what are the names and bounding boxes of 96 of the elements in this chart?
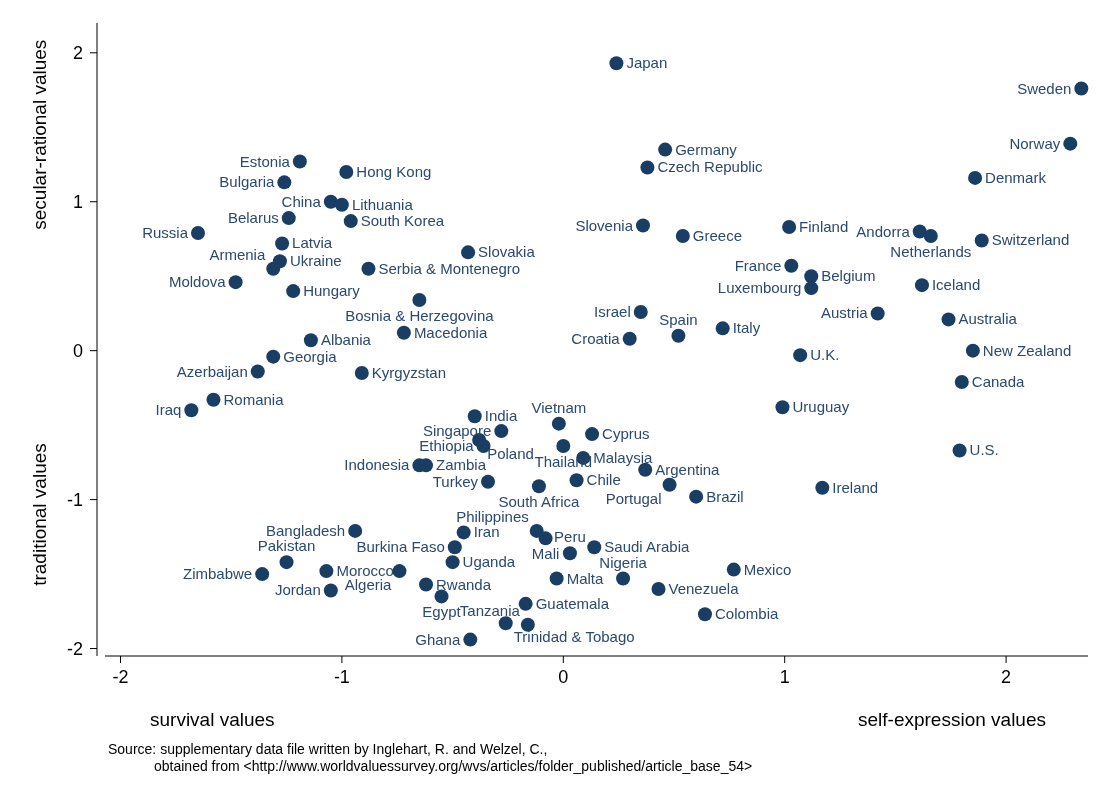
annotation: Australia [958, 310, 1018, 328]
annotation: Mali [531, 545, 560, 563]
annotation: Ghana [415, 630, 461, 648]
annotation: Rwanda [436, 575, 492, 593]
annotation: Iraq [155, 401, 182, 419]
annotation: Trinidad & Tobago [513, 628, 635, 646]
annotation: Hungary [303, 282, 361, 300]
annotation: Ireland [832, 478, 879, 496]
annotation: Slovenia [575, 216, 634, 234]
y-tick-label: 1 [72, 191, 83, 212]
annotation: Turkey [432, 472, 479, 490]
annotation: India [484, 407, 518, 425]
annotation: Hong Kong [356, 162, 432, 180]
annotation: Slovakia [478, 243, 536, 261]
annotation: Estonia [239, 152, 291, 170]
annotation: Austria [820, 304, 869, 322]
annotation: Russia [142, 224, 189, 242]
annotation: Kyrgyzstan [371, 364, 447, 382]
annotation: Bangladesh [265, 521, 346, 539]
x-tick-label: -2 [112, 667, 129, 687]
annotation: Nigeria [599, 553, 648, 571]
annotation: Japan [626, 54, 668, 72]
y-tick-label: -1 [66, 489, 83, 510]
y-tick-label: 2 [72, 42, 83, 63]
annotation: Italy [732, 319, 761, 337]
annotation: Finland [799, 218, 849, 236]
annotation: Andorra [856, 222, 911, 240]
annotation: Cyprus [602, 425, 650, 443]
annotation: Bulgaria [219, 173, 275, 191]
annotation: Armenia [209, 245, 266, 263]
x-tick-label: 1 [779, 667, 790, 687]
x-tick-label: -1 [333, 667, 350, 687]
annotation: Zambia [436, 456, 487, 474]
annotation: Venezuela [668, 579, 740, 597]
annotation: Jordan [274, 581, 321, 599]
annotation: China [281, 192, 322, 210]
text: traditional values [29, 443, 50, 586]
annotation: Belgium [821, 267, 876, 285]
annotation: Serbia & Montenegro [378, 259, 521, 277]
annotation: Switzerland [991, 231, 1070, 249]
annotation: Germany [675, 140, 738, 158]
text: survival values [150, 709, 275, 730]
annotation: France [734, 256, 782, 274]
annotation: Azerbaijan [176, 362, 248, 380]
annotation: Norway [1009, 134, 1061, 152]
annotation: Mexico [743, 560, 792, 578]
annotation: Uganda [462, 553, 516, 571]
annotation: Denmark [985, 168, 1047, 186]
annotation: Poland [487, 445, 534, 463]
annotation: Colombia [714, 605, 779, 623]
text: obtained from <http://www.worldvaluessurvey.org/wvs/articles/folder_published/article_base_54> [154, 758, 753, 774]
annotation: Czech Republic [657, 158, 763, 176]
annotation: Canada [971, 372, 1026, 390]
annotation: Peru [554, 528, 586, 546]
annotation: Chile [586, 471, 621, 489]
annotation: Georgia [283, 347, 338, 365]
x-tick-label: 0 [558, 667, 569, 687]
annotation: Luxembourg [717, 279, 802, 297]
y-tick-label: -2 [66, 638, 83, 659]
text: self-expression values [858, 709, 1046, 730]
annotation: Netherlands [890, 242, 972, 260]
annotation: Brazil [706, 487, 744, 505]
annotation: Greece [692, 226, 743, 244]
annotation: Sweden [1017, 79, 1072, 97]
annotation: Moldova [168, 273, 227, 291]
annotation: Uruguay [792, 398, 850, 416]
annotation: Guatemala [535, 594, 610, 612]
annotation: Israel [594, 302, 631, 320]
annotation: Argentina [655, 460, 721, 478]
annotation: Albania [320, 331, 372, 349]
source-note: Source: supplementary data file written by Inglehart, R. and Welzel, C., [108, 741, 548, 757]
annotation: Romania [223, 390, 285, 408]
annotation: South Korea [360, 212, 445, 230]
annotation: Iceland [931, 276, 981, 294]
annotation: Croatia [571, 329, 621, 347]
x-tick-label: 2 [1001, 667, 1012, 687]
annotation: Zimbabwe [182, 565, 253, 583]
annotation: Portugal [605, 489, 662, 507]
annotation: Burkina Faso [356, 538, 445, 556]
annotation: Spain [659, 310, 698, 328]
annotation: Vietnam [531, 398, 587, 416]
text: secular-rational values [29, 39, 50, 230]
annotation: Belarus [227, 209, 279, 227]
annotation: Malaysia [593, 448, 654, 466]
annotation: Lithuania [351, 195, 414, 213]
annotation: Bosnia & Herzegovina [345, 307, 495, 325]
annotation: Indonesia [344, 456, 411, 474]
y-tick-label: 0 [72, 340, 83, 361]
annotation: Latvia [292, 234, 333, 252]
annotation: Saudi Arabia [604, 538, 691, 556]
annotation: Malta [566, 569, 604, 587]
annotation: U.S. [969, 441, 999, 459]
annotation: New Zealand [982, 341, 1072, 359]
annotation: Macedonia [413, 323, 488, 341]
annotation: Ukraine [289, 252, 342, 270]
annotation: U.K. [810, 346, 840, 364]
